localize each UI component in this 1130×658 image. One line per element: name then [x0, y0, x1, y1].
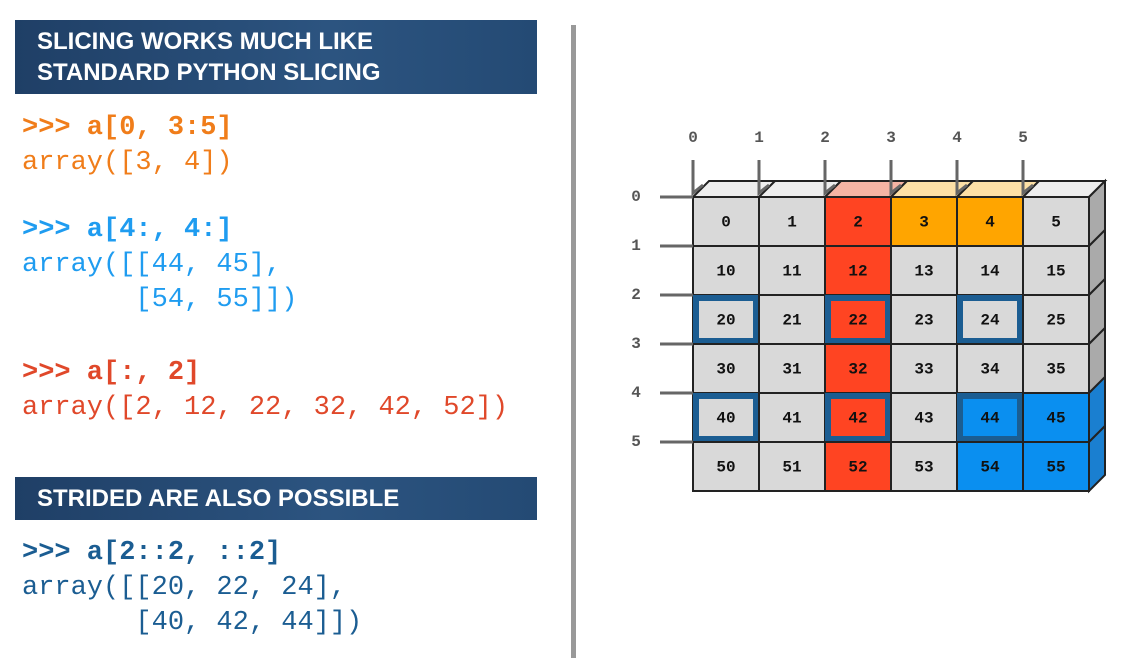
cell-value: 30 — [716, 361, 735, 379]
code-output: [54, 55]]) — [22, 285, 298, 315]
cell-value: 41 — [782, 410, 801, 428]
cell — [1022, 245, 1090, 296]
cell-value: 11 — [782, 263, 801, 281]
cell-value: 14 — [980, 263, 1000, 281]
stride-outline — [825, 393, 891, 442]
code-block: >>> a[4:, 4:] array([[44, 45], [54, 55]]) — [22, 213, 297, 318]
cell-value: 0 — [721, 214, 731, 232]
cell-value: 34 — [980, 361, 1000, 379]
cell-value: 45 — [1046, 410, 1065, 428]
code-output: [40, 42, 44]]) — [22, 608, 363, 638]
cell-value: 50 — [716, 459, 735, 477]
stride-outline — [957, 295, 1023, 344]
cell-value: 51 — [782, 459, 801, 477]
cell-value: 42 — [848, 410, 867, 428]
cell — [758, 392, 826, 443]
cell-value: 33 — [914, 361, 933, 379]
cell-value: 32 — [848, 361, 867, 379]
cell-value: 43 — [914, 410, 933, 428]
cell — [890, 294, 958, 345]
cell-value: 22 — [848, 312, 867, 330]
cell — [1022, 294, 1090, 345]
code-prompt: >>> a[4:, 4:] — [22, 215, 233, 245]
cell — [890, 441, 958, 492]
cell — [1022, 441, 1090, 492]
col-leader — [1021, 160, 1034, 197]
cell-value: 5 — [1051, 214, 1061, 232]
cell-value: 3 — [919, 214, 929, 232]
cell-value: 25 — [1046, 312, 1065, 330]
row-index: 0 — [631, 188, 641, 206]
code-block: >>> a[:, 2] array([2, 12, 22, 32, 42, 52]… — [22, 356, 508, 426]
code-prompt: >>> a[0, 3:5] — [22, 113, 233, 143]
cell — [890, 245, 958, 296]
divider — [571, 25, 576, 658]
col-index: 1 — [754, 129, 764, 147]
cell-value: 13 — [914, 263, 933, 281]
cell — [824, 343, 892, 394]
cell-value: 23 — [914, 312, 933, 330]
stride-outline — [957, 393, 1023, 442]
code-output: array([2, 12, 22, 32, 42, 52]) — [22, 393, 509, 423]
cell — [758, 245, 826, 296]
col-index: 3 — [886, 129, 896, 147]
cell-value: 54 — [980, 459, 1000, 477]
cell — [758, 441, 826, 492]
code-prompt: >>> a[2::2, ::2] — [22, 538, 282, 568]
cell-value: 12 — [848, 263, 867, 281]
row-index: 2 — [631, 286, 641, 304]
code-output: array([[20, 22, 24], — [22, 573, 347, 603]
cell-value: 55 — [1046, 459, 1065, 477]
cell — [1022, 343, 1090, 394]
col-index: 5 — [1018, 129, 1028, 147]
stride-outline — [693, 295, 759, 344]
cell — [692, 294, 760, 345]
cell-value: 2 — [853, 214, 863, 232]
code-block: >>> a[0, 3:5] array([3, 4]) — [22, 111, 233, 181]
cell-value: 24 — [980, 312, 1000, 330]
stride-outline — [825, 295, 891, 344]
stride-outline — [693, 393, 759, 442]
cell-value: 35 — [1046, 361, 1065, 379]
cell-value: 40 — [716, 410, 735, 428]
cell — [758, 294, 826, 345]
cell-value: 52 — [848, 459, 867, 477]
code-prompt: >>> a[:, 2] — [22, 358, 201, 388]
heading-line: SLICING WORKS MUCH LIKE — [37, 28, 373, 55]
cell — [692, 441, 760, 492]
cell-value: 10 — [716, 263, 735, 281]
heading-line: STANDARD PYTHON SLICING — [37, 59, 381, 86]
col-leader — [691, 160, 704, 197]
col-index: 0 — [688, 129, 698, 147]
cell-value: 4 — [985, 214, 995, 232]
heading-line: STRIDED ARE ALSO POSSIBLE — [37, 485, 400, 512]
col-index: 4 — [952, 129, 962, 147]
row-index: 4 — [631, 384, 641, 402]
cell — [692, 392, 760, 443]
col-leader — [823, 160, 836, 197]
col-index: 2 — [820, 129, 830, 147]
cell — [824, 392, 892, 443]
cell-value: 53 — [914, 459, 933, 477]
row-index: 1 — [631, 237, 641, 255]
cell-value: 1 — [787, 214, 797, 232]
cell-value: 15 — [1046, 263, 1065, 281]
cell — [1022, 392, 1090, 443]
col-leader — [889, 160, 902, 197]
col-leader — [955, 160, 968, 197]
code-output: array([3, 4]) — [22, 148, 233, 178]
cell-value: 31 — [782, 361, 801, 379]
cell-value: 44 — [980, 410, 1000, 428]
cell-value: 20 — [716, 312, 735, 330]
cell-value: 21 — [782, 312, 801, 330]
section-heading: STRIDED ARE ALSO POSSIBLE — [15, 477, 537, 520]
row-index: 3 — [631, 335, 641, 353]
col-leader — [757, 160, 770, 197]
section-heading: SLICING WORKS MUCH LIKE STANDARD PYTHON S… — [15, 20, 537, 94]
row-index: 5 — [631, 433, 641, 451]
code-block: >>> a[2::2, ::2]array([[20, 22, 24], [40… — [22, 536, 362, 641]
code-output: array([[44, 45], — [22, 250, 282, 280]
